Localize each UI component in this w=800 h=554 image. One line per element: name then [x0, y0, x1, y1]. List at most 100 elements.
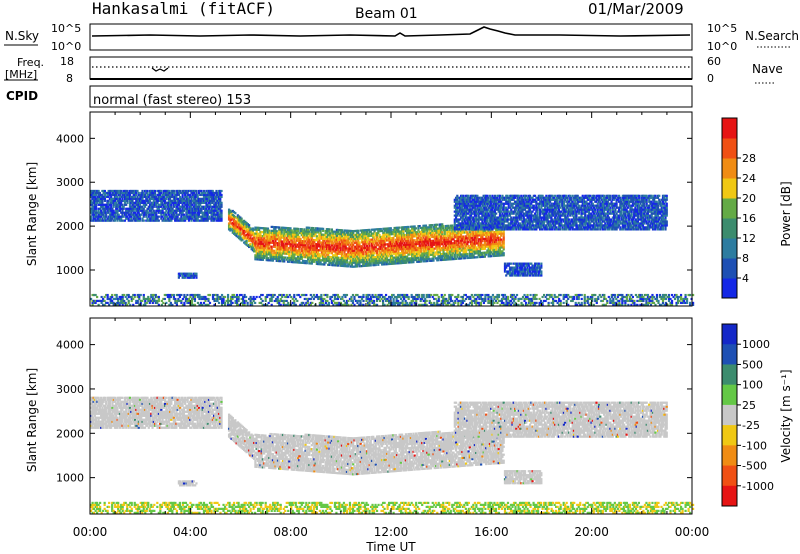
power-echo-cell — [413, 235, 416, 238]
power-echo-cell — [130, 191, 133, 195]
power-echo-cell — [397, 248, 400, 251]
power-echo-cell — [303, 228, 306, 231]
power-echo-cell — [285, 258, 288, 261]
power-echo-cell — [362, 252, 365, 256]
power-echo-cell — [443, 232, 446, 236]
power-echo-cell — [136, 195, 139, 199]
power-echo-cell — [482, 243, 485, 247]
power-echo-cell — [190, 197, 193, 201]
power-echo-cell — [483, 229, 487, 233]
power-echo-cell — [350, 229, 354, 233]
power-echo-cell — [392, 262, 395, 265]
power-echo-cell — [329, 238, 332, 241]
power-echo-cell — [345, 265, 349, 268]
power-echo-cell — [143, 195, 147, 199]
power-echo-cell — [273, 237, 276, 241]
power-echo-cell — [296, 255, 300, 258]
power-echo-cell — [367, 256, 370, 259]
power-echo-cell — [388, 258, 391, 262]
power-echo-cell — [393, 252, 396, 255]
power-echo-cell — [185, 213, 188, 216]
power-echo-cell — [189, 193, 192, 197]
power-echo-cell — [468, 220, 471, 223]
power-echo-cell — [152, 199, 155, 202]
power-echo-cell — [434, 233, 438, 236]
power-echo-cell — [227, 216, 231, 219]
power-echo-cell — [481, 237, 484, 241]
date-label: 01/Mar/2009 — [588, 0, 684, 18]
power-echo-cell — [192, 219, 196, 222]
power-echo-cell — [482, 218, 485, 221]
power-echo-cell — [384, 243, 387, 246]
power-echo-cell — [487, 245, 490, 248]
power-echo-cell — [437, 251, 440, 254]
power-echo-cell — [394, 240, 397, 243]
power-echo-cell — [487, 241, 490, 244]
power-echo-cell — [486, 210, 489, 213]
power-echo-cell — [402, 253, 405, 257]
power-echo-cell — [463, 247, 466, 250]
power-echo-cell — [457, 235, 460, 239]
power-echo-cell — [91, 203, 94, 206]
power-echo-cell — [471, 224, 474, 227]
power-echo-cell — [305, 250, 308, 253]
power-echo-cell — [490, 239, 493, 242]
power-echo-cell — [324, 245, 327, 248]
power-echo-cell — [283, 252, 286, 255]
power-echo-cell — [243, 235, 246, 238]
power-echo-cell — [236, 228, 239, 231]
power-echo-cell — [360, 229, 364, 232]
power-echo-cell — [363, 235, 366, 238]
power-echo-cell — [490, 202, 493, 205]
power-echo-cell — [392, 260, 395, 263]
power-echo-cell — [304, 261, 307, 265]
power-echo-cell — [454, 214, 458, 217]
power-echo-cell — [172, 195, 175, 199]
power-echo-cell — [145, 209, 148, 212]
power-echo-cell — [456, 228, 459, 231]
power-echo-cell — [473, 244, 476, 247]
power-echo-cell — [493, 210, 497, 213]
power-echo-cell — [482, 212, 485, 215]
power-echo-cell — [365, 264, 369, 267]
power-echo-cell — [309, 232, 312, 235]
power-echo-cell — [293, 229, 296, 232]
power-echo-cell — [92, 217, 95, 220]
power-echo-cell — [453, 200, 456, 203]
power-echo-cell — [317, 258, 320, 262]
power-echo-cell — [463, 214, 466, 217]
power-echo-cell — [421, 252, 424, 255]
power-echo-cell — [481, 224, 484, 227]
power-echo-cell — [318, 255, 321, 258]
power-echo-cell — [459, 200, 463, 203]
power-echo-cell — [256, 228, 260, 231]
power-echo-cell — [340, 239, 344, 242]
power-echo-cell — [488, 214, 492, 217]
power-echo-cell — [462, 200, 465, 203]
power-echo-cell — [111, 217, 114, 220]
power-echo-cell — [209, 201, 212, 204]
power-echo-cell — [217, 219, 221, 222]
power-echo-cell — [492, 235, 495, 238]
power-echo-cell — [266, 257, 270, 260]
power-echo-cell — [384, 261, 387, 264]
power-echo-cell — [462, 196, 465, 199]
power-echo-cell — [434, 241, 438, 244]
power-echo-cell — [431, 247, 434, 250]
power-echo-cell — [189, 215, 192, 218]
power-echo-cell — [166, 215, 169, 218]
power-echo-cell — [280, 230, 283, 233]
power-echo-cell — [402, 234, 405, 237]
power-echo-cell — [416, 237, 419, 240]
power-echo-cell — [463, 210, 466, 213]
power-echo-cell — [237, 231, 241, 234]
power-echo-cell — [93, 189, 96, 193]
power-echo-cell — [332, 238, 335, 241]
power-echo-cell — [259, 250, 262, 253]
power-echo-cell — [135, 197, 138, 201]
power-echo-cell — [477, 232, 480, 235]
power-echo-cell — [101, 199, 104, 202]
power-echo-cell — [204, 213, 207, 216]
power-echo-cell — [147, 205, 150, 208]
power-echo-cell — [110, 201, 113, 204]
